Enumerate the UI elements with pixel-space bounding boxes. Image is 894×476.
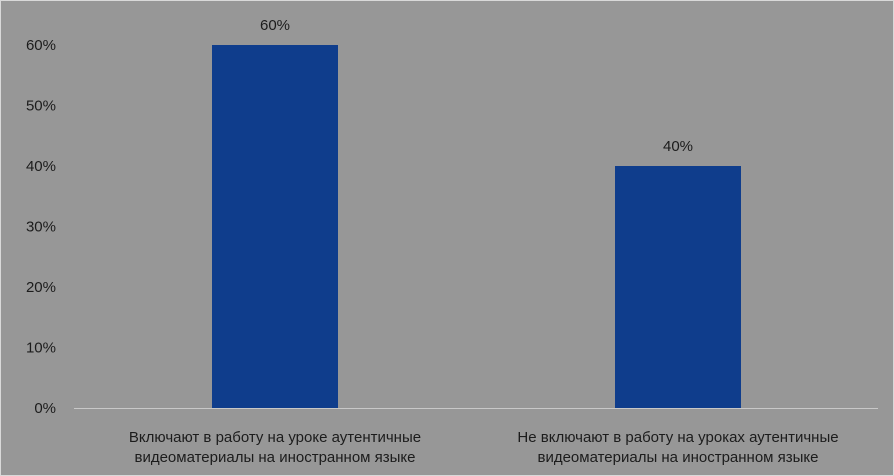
y-tick-label: 0% xyxy=(34,400,56,417)
category-labels: Включают в работу на уроке аутентичные ви… xyxy=(129,429,839,466)
category-label: видеоматериалы на иностранном языке xyxy=(134,449,415,466)
y-tick-label: 20% xyxy=(26,279,56,296)
bar xyxy=(212,45,338,408)
bars xyxy=(212,45,741,408)
data-label: 40% xyxy=(663,138,693,155)
bar xyxy=(615,166,741,408)
category-label: Не включают в работу на уроках аутентичн… xyxy=(517,429,838,446)
y-tick-label: 40% xyxy=(26,158,56,175)
data-labels: 60% 40% xyxy=(260,17,693,155)
category-label: Включают в работу на уроке аутентичные xyxy=(129,429,421,446)
y-tick-label: 10% xyxy=(26,340,56,357)
category-label: видеоматериалы на иностранном языке xyxy=(537,449,818,466)
y-tick-label: 50% xyxy=(26,98,56,115)
data-label: 60% xyxy=(260,17,290,34)
y-tick-label: 60% xyxy=(26,37,56,54)
y-tick-label: 30% xyxy=(26,219,56,236)
y-axis: 0% 10% 20% 30% 40% 50% 60% xyxy=(26,37,56,417)
